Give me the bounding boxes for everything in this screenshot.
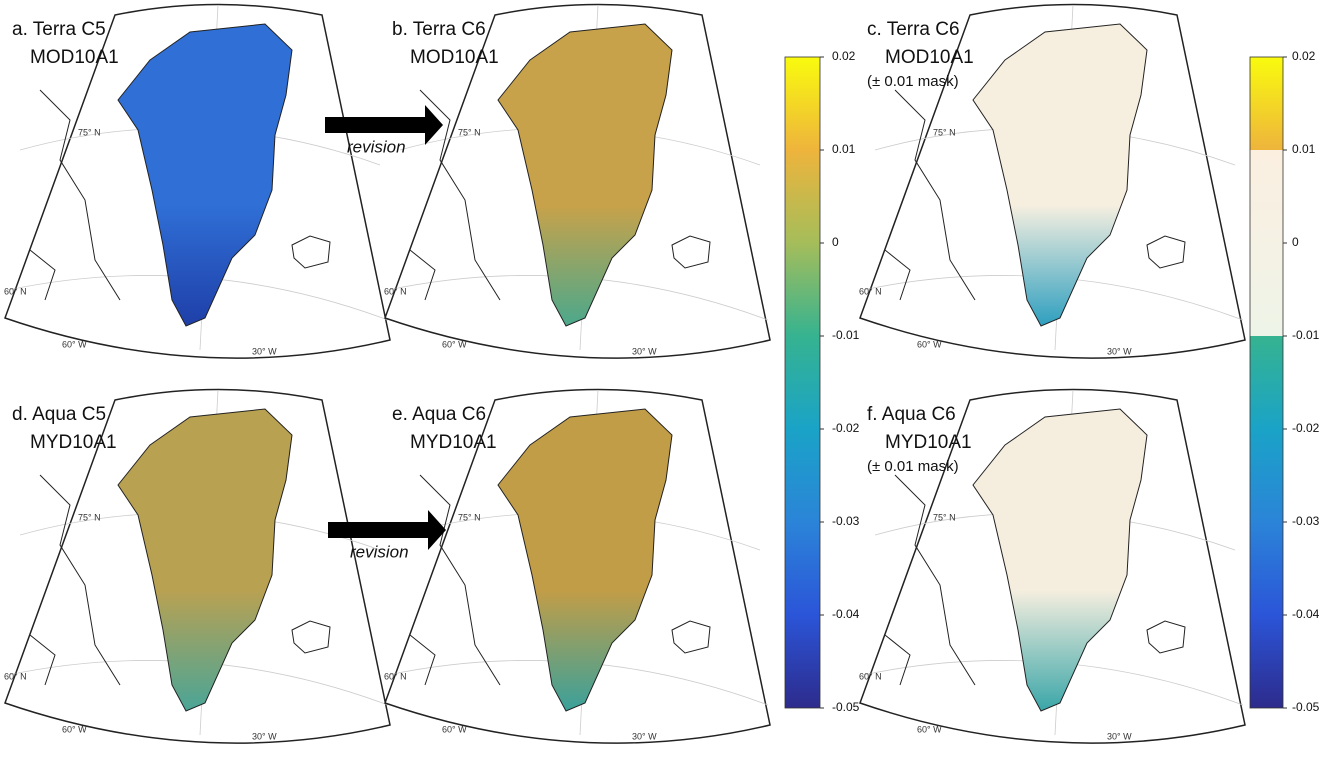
coastline [29, 89, 121, 301]
iceland [671, 235, 711, 269]
panel-label: e. Aqua C6 [392, 404, 486, 425]
coastline [884, 474, 976, 686]
panel-product: MYD10A1 [885, 432, 972, 453]
colorbar-tick-label: -0.02 [1292, 421, 1320, 435]
map-panel: c. Terra C6 MOD10A1 (± 0.01 mask) 75° N 60° … [859, 3, 1246, 359]
graticule-label: 60° N [384, 671, 407, 681]
graticule-label: 75° N [78, 512, 101, 522]
greenland [972, 408, 1148, 712]
colorbar-tick-label: -0.03 [832, 514, 860, 528]
graticule-label: 30° W [1107, 346, 1132, 356]
colorbar-tick-label: 0 [1292, 235, 1299, 249]
graticule-label: 75° N [78, 127, 101, 137]
coastline [884, 89, 976, 301]
colorbar-tick-label: -0.01 [1292, 328, 1320, 342]
panel-note: (± 0.01 mask) [867, 73, 959, 90]
colorbar-tick-label: -0.03 [1292, 514, 1320, 528]
graticule-label: 60° W [62, 339, 87, 349]
panel-product: MOD10A1 [30, 47, 119, 68]
map-panel: b. Terra C6 MOD10A1 75° N 60° N 60° W 30° W [384, 3, 771, 359]
graticule-label: 60° W [442, 339, 467, 349]
arrow [328, 510, 446, 550]
graticule-label: 60° N [384, 286, 407, 296]
graticule-label: 75° N [933, 512, 956, 522]
colorbar-tick-label: -0.04 [1292, 607, 1320, 621]
colorbar-tick-label: -0.04 [832, 607, 860, 621]
greenland [972, 23, 1148, 327]
colorbar-tick-label: -0.02 [832, 421, 860, 435]
graticule-label: 30° W [252, 731, 277, 741]
map-panel: d. Aqua C5 MYD10A1 75° N 60° N 60° W 30° W [4, 388, 391, 744]
graticule-label: 30° W [1107, 731, 1132, 741]
colorbar-tick-label: -0.05 [1292, 700, 1320, 714]
iceland [291, 235, 331, 269]
graticule-label: 60° W [62, 724, 87, 734]
colorbar-tick-label: -0.05 [832, 700, 860, 714]
colorbar-tick-label: 0.02 [1292, 49, 1316, 63]
greenland [117, 408, 293, 712]
map-panel: e. Aqua C6 MYD10A1 75° N 60° N 60° W 30° W [384, 388, 771, 744]
graticule-label: 60° W [917, 339, 942, 349]
colorbar [784, 56, 821, 709]
panel-label: c. Terra C6 [867, 19, 960, 40]
graticule-label: 75° N [458, 127, 481, 137]
graticule-label: 60° N [859, 286, 882, 296]
graticule-label: 75° N [458, 512, 481, 522]
panel-product: MOD10A1 [885, 47, 974, 68]
coastline [409, 474, 501, 686]
colorbar-tick-label: 0 [832, 235, 839, 249]
arrow-label: revision [347, 137, 406, 156]
panel-label: f. Aqua C6 [867, 404, 956, 425]
panel-label: b. Terra C6 [392, 19, 486, 40]
graticule-label: 60° N [4, 671, 27, 681]
iceland [1146, 620, 1186, 654]
iceland [291, 620, 331, 654]
arrow [325, 105, 443, 145]
greenland [117, 23, 293, 327]
panel-product: MYD10A1 [410, 432, 497, 453]
map-panel: f. Aqua C6 MYD10A1 (± 0.01 mask) 75° N 60° N… [859, 388, 1246, 744]
graticule-label: 30° W [632, 731, 657, 741]
panel-product: MOD10A1 [410, 47, 499, 68]
panel-product: MYD10A1 [30, 432, 117, 453]
graticule-label: 60° W [917, 724, 942, 734]
iceland [1146, 235, 1186, 269]
colorbar [1249, 56, 1284, 709]
graticule-label: 60° N [4, 286, 27, 296]
coastline [29, 474, 121, 686]
map-panel: a. Terra C5 MOD10A1 75° N 60° N 60° W 30° W [4, 3, 391, 359]
colorbar-tick-label: 0.01 [832, 142, 856, 156]
graticule-label: 60° W [442, 724, 467, 734]
iceland [671, 620, 711, 654]
greenland [497, 23, 673, 327]
graticule-label: 60° N [859, 671, 882, 681]
coastline [409, 89, 501, 301]
panel-label: d. Aqua C5 [12, 404, 106, 425]
greenland [497, 408, 673, 712]
panel-label: a. Terra C5 [12, 19, 106, 40]
graticule-label: 30° W [252, 346, 277, 356]
colorbar-tick-label: 0.01 [1292, 142, 1316, 156]
graticule-label: 75° N [933, 127, 956, 137]
panel-note: (± 0.01 mask) [867, 458, 959, 475]
graticule-label: 30° W [632, 346, 657, 356]
colorbar-tick-label: 0.02 [832, 49, 856, 63]
colorbar-tick-label: -0.01 [832, 328, 860, 342]
arrow-label: revision [350, 542, 409, 561]
